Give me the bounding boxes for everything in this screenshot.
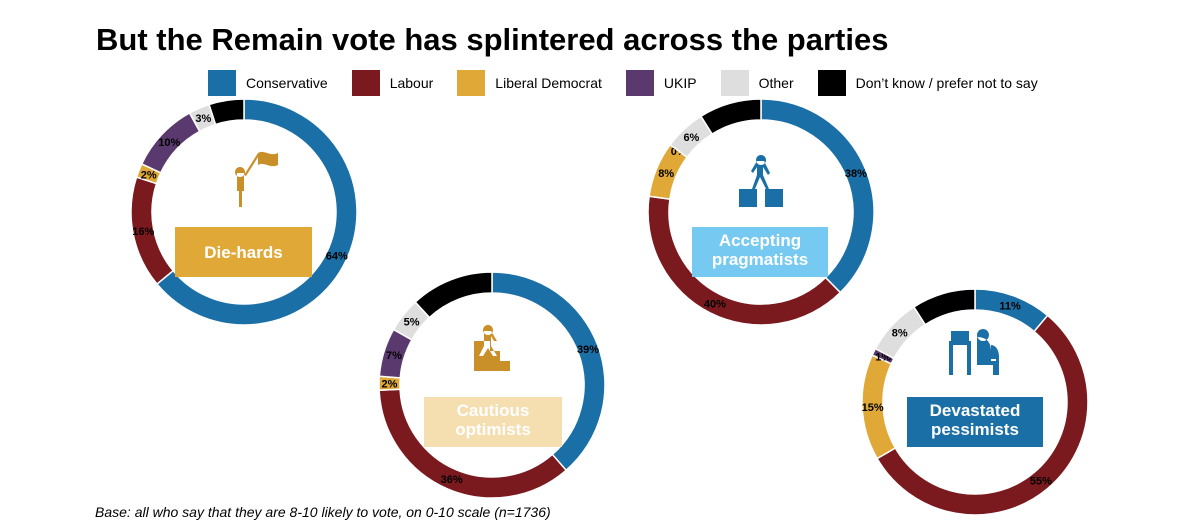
- donut-slice: [414, 271, 493, 319]
- slumped-at-desk-icon: [949, 329, 999, 375]
- slice-value-label: 38%: [845, 168, 867, 180]
- footnote: Base: all who say that they are 8-10 lik…: [95, 504, 551, 520]
- legend-item: Other: [720, 70, 794, 96]
- slice-value-label: 10%: [158, 137, 180, 149]
- slice-value-label: 2%: [382, 378, 398, 390]
- legend-label: Labour: [389, 75, 434, 91]
- donut-slice: [912, 288, 976, 326]
- slice-value-label: 39%: [577, 344, 599, 356]
- legend-item: Conservative: [208, 70, 328, 96]
- slice-value-label: 64%: [326, 251, 348, 263]
- slice-value-label: 6%: [683, 132, 699, 144]
- segment-label-box: [424, 397, 562, 447]
- legend-label: Other: [758, 75, 794, 91]
- slice-value-label: 55%: [1030, 476, 1052, 488]
- segment-label-box: [175, 227, 312, 277]
- segment-label: Die-hards: [204, 243, 282, 262]
- climbing-stairs-icon: [474, 325, 510, 371]
- legend-item: Don’t know / prefer not to say: [817, 70, 1038, 96]
- slice-value-label: 11%: [999, 301, 1021, 313]
- donut-slice: [699, 98, 762, 136]
- donut-chart: 64% 16% 2% 10% 3% 5% Die-hards: [130, 98, 358, 326]
- legend-item: UKIP: [625, 70, 697, 96]
- flag-waving-person-icon: [235, 151, 278, 207]
- segment-label: Cautious optimists: [455, 401, 531, 439]
- slice-value-label: 16%: [132, 226, 154, 238]
- legend-swatch: [208, 70, 236, 96]
- slice-value-label: 8%: [892, 327, 908, 339]
- legend: Conservative Labour Liberal Democrat UKIP Ot…: [208, 70, 1062, 96]
- donut-slice: [208, 98, 245, 126]
- slice-value-label: 2%: [141, 169, 157, 181]
- slice-value-label: 7%: [386, 350, 402, 362]
- donut-chart: 38%40%8%0%6%9%Accepting pragmatists: [647, 98, 875, 326]
- slice-value-label: 12%: [444, 285, 466, 297]
- segment-label-box: [907, 397, 1043, 447]
- legend-swatch: [351, 70, 380, 96]
- slice-value-label: 3%: [195, 113, 211, 125]
- slice-value-label: 8%: [658, 168, 674, 180]
- segment-label: Devastated pessimists: [930, 401, 1021, 439]
- legend-swatch: [720, 70, 749, 96]
- legend-swatch: [625, 70, 654, 96]
- segment-label-box: [692, 227, 828, 277]
- slice-value-label: 36%: [441, 474, 463, 486]
- legend-item: Labour: [351, 70, 434, 96]
- donut-chart: 39% 36% 2% 7% 5% 12% Cautious optimists: [378, 271, 606, 499]
- chart-title: But the Remain vote has splintered acros…: [96, 22, 889, 57]
- segment-label: Accepting pragmatists: [712, 231, 808, 269]
- donut-slice: [155, 98, 358, 326]
- legend-swatch: [457, 70, 486, 96]
- stepping-boxes-icon: [739, 155, 783, 207]
- slice-value-label: 9%: [725, 108, 741, 120]
- legend-label: Don’t know / prefer not to say: [855, 75, 1038, 91]
- legend-label: Liberal Democrat: [495, 75, 602, 91]
- slice-value-label: 40%: [704, 299, 726, 311]
- slice-value-label: 15%: [862, 402, 884, 414]
- donut-chart: 11%55%15%1%8%9%Devastated pessimists: [861, 288, 1089, 516]
- legend-label: UKIP: [663, 75, 697, 91]
- slice-value-label: 5%: [220, 106, 236, 118]
- slice-value-label: 9%: [938, 299, 954, 311]
- slice-value-label: 5%: [404, 316, 420, 328]
- legend-label: Conservative: [246, 75, 328, 91]
- legend-swatch: [817, 70, 846, 96]
- legend-item: Liberal Democrat: [457, 70, 602, 96]
